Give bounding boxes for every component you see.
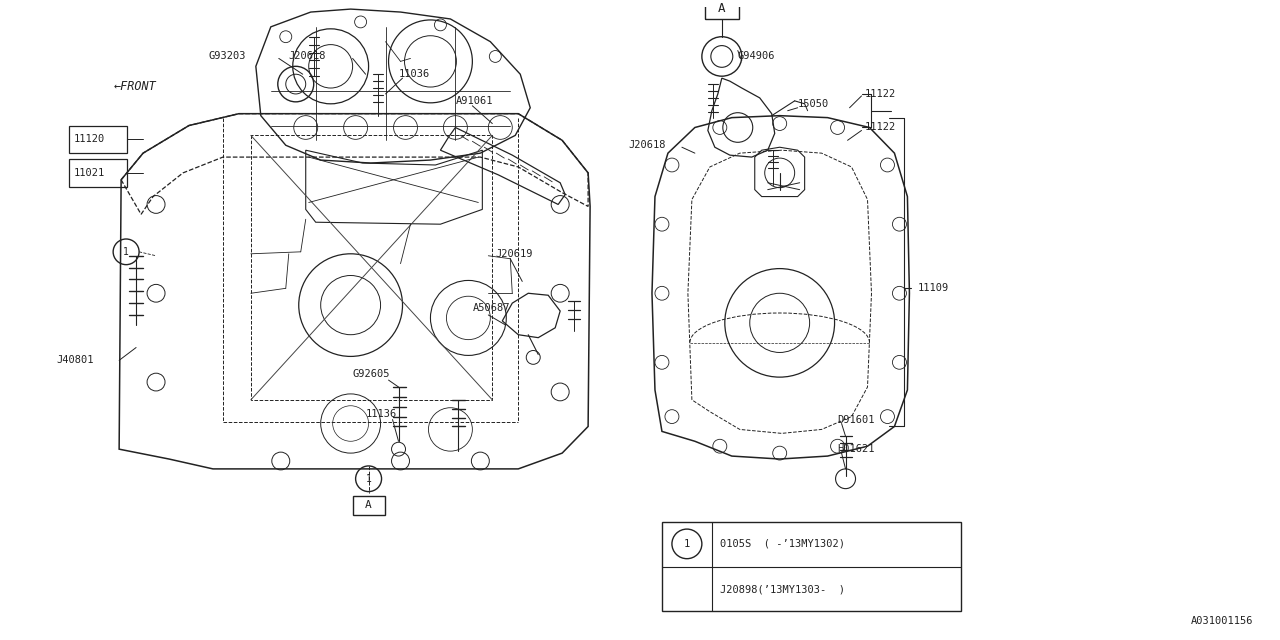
Text: 1: 1	[123, 247, 129, 257]
Text: 11036: 11036	[398, 69, 430, 79]
Text: A031001156: A031001156	[1192, 616, 1253, 626]
Text: 11122: 11122	[864, 122, 896, 132]
Text: J20619: J20619	[495, 249, 532, 259]
Text: 11136: 11136	[366, 409, 397, 419]
Text: 1: 1	[366, 474, 371, 484]
Text: 0105S  ( -’13MY1302): 0105S ( -’13MY1302)	[719, 539, 845, 549]
Bar	[662, 522, 961, 611]
Bar	[352, 495, 384, 515]
Text: A: A	[718, 2, 726, 15]
Text: J20898(’13MY1303-  ): J20898(’13MY1303- )	[719, 584, 845, 595]
Text: 15050: 15050	[797, 99, 829, 109]
Text: 11021: 11021	[73, 168, 105, 178]
Text: J20618: J20618	[628, 140, 666, 150]
Text: J40801: J40801	[56, 355, 93, 365]
Text: G92605: G92605	[352, 369, 390, 379]
Text: 1: 1	[684, 539, 690, 549]
Bar	[705, 0, 739, 19]
Text: 11122: 11122	[864, 89, 896, 99]
Text: 11120: 11120	[73, 134, 105, 145]
Circle shape	[672, 529, 701, 559]
Text: H01621: H01621	[837, 444, 876, 454]
Text: ←FRONT: ←FRONT	[113, 79, 156, 93]
Text: J20618: J20618	[289, 51, 326, 61]
Bar	[69, 125, 127, 153]
Text: 11109: 11109	[918, 284, 948, 293]
Text: G94906: G94906	[737, 51, 776, 61]
Text: A91061: A91061	[456, 96, 493, 106]
Text: A: A	[365, 500, 372, 511]
Text: G93203: G93203	[209, 51, 247, 61]
Bar	[69, 159, 127, 187]
Text: D91601: D91601	[837, 415, 876, 424]
Text: A50687: A50687	[472, 303, 509, 313]
